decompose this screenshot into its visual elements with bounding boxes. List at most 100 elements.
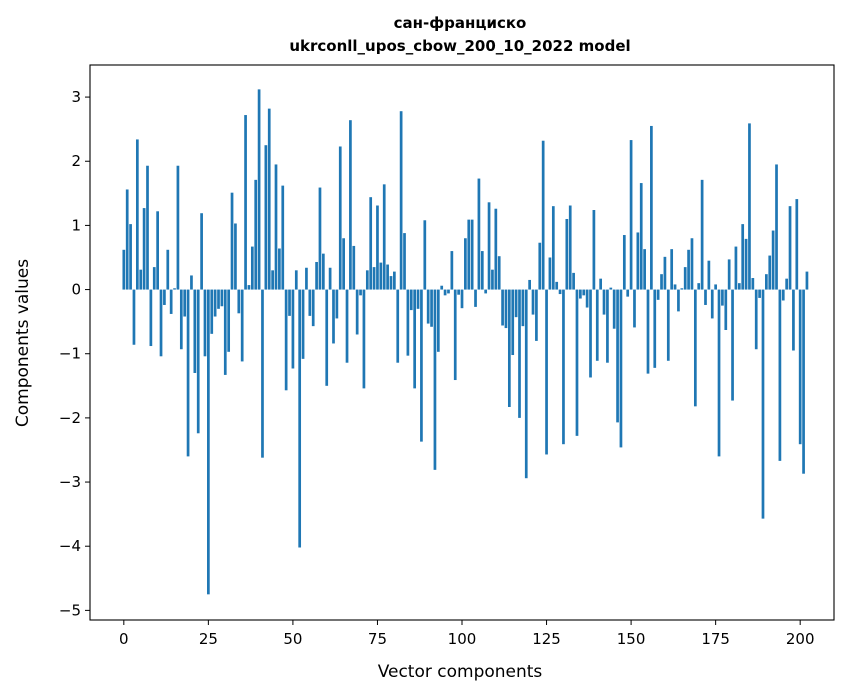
bar — [376, 205, 379, 290]
bar — [352, 245, 356, 290]
bar — [193, 289, 197, 373]
bar — [409, 289, 413, 311]
bar — [758, 289, 761, 298]
bar — [480, 251, 484, 290]
bar — [673, 284, 677, 290]
bar — [751, 278, 755, 290]
bar — [687, 249, 690, 290]
bar — [700, 179, 704, 290]
bar — [775, 164, 778, 290]
bar — [338, 146, 342, 290]
bar — [365, 270, 369, 290]
y-tick-label: 0 — [71, 281, 81, 299]
bar — [196, 289, 200, 434]
bar — [250, 246, 254, 290]
bar — [146, 165, 149, 290]
bar — [399, 111, 403, 290]
y-tick-label: 3 — [71, 88, 81, 106]
bar — [416, 289, 420, 309]
bar — [609, 287, 613, 290]
bar — [768, 255, 772, 290]
bar — [264, 145, 268, 290]
bar — [558, 289, 562, 295]
bar — [693, 289, 697, 407]
bar — [362, 289, 366, 389]
bar — [785, 278, 789, 290]
x-tick-label: 150 — [617, 630, 646, 648]
bar — [538, 242, 542, 290]
bar — [626, 289, 630, 297]
bar — [802, 289, 805, 474]
bar — [714, 284, 717, 290]
bar — [305, 267, 308, 290]
y-tick-label: −4 — [59, 537, 81, 555]
x-axis-label: Vector components — [378, 662, 543, 682]
bar — [159, 289, 163, 357]
bar — [267, 108, 271, 290]
bar — [507, 289, 511, 407]
y-axis-ticks: −5 −4 −3 −2 −1 0 1 2 3 — [59, 88, 90, 619]
y-tick-label: −1 — [59, 345, 81, 363]
x-tick-label: 175 — [701, 630, 730, 648]
bar — [122, 249, 126, 290]
bar — [447, 289, 450, 294]
y-tick-label: 1 — [71, 216, 81, 234]
bar — [629, 140, 633, 290]
bar — [521, 289, 525, 327]
bar — [724, 289, 728, 330]
bar — [359, 289, 362, 296]
bar — [274, 164, 278, 290]
bar — [393, 271, 396, 290]
y-tick-label: −3 — [59, 473, 81, 491]
bar — [420, 289, 423, 442]
bar — [744, 238, 748, 290]
bar — [619, 289, 623, 448]
x-tick-label: 50 — [283, 630, 302, 648]
bar — [683, 267, 687, 290]
bar — [704, 289, 707, 305]
bar — [457, 289, 460, 295]
bar — [650, 125, 653, 290]
bar — [440, 285, 444, 290]
bar — [568, 205, 572, 290]
bar — [761, 289, 765, 519]
bar — [464, 238, 467, 290]
bar — [524, 289, 528, 479]
x-tick-label: 25 — [199, 630, 218, 648]
bar — [125, 189, 129, 290]
bar — [748, 123, 751, 290]
bar — [443, 289, 447, 296]
bar — [575, 289, 579, 436]
bar — [321, 253, 325, 290]
bar — [636, 232, 640, 290]
bar — [595, 289, 599, 361]
chart-title-line-2: ukrconll_upos_cbow_200_10_2022 model — [289, 37, 630, 55]
bar — [541, 140, 545, 290]
bar — [345, 289, 349, 363]
bar — [798, 289, 802, 445]
bar — [710, 289, 714, 319]
bar — [152, 267, 156, 290]
bar — [697, 283, 701, 290]
bar — [220, 289, 224, 307]
bar — [210, 289, 214, 334]
bar — [349, 120, 352, 290]
bar-series — [122, 89, 809, 595]
bar — [497, 256, 501, 290]
x-tick-label: 200 — [786, 630, 815, 648]
bar — [467, 219, 471, 290]
bar — [612, 289, 616, 329]
bar — [545, 289, 548, 455]
bar — [240, 289, 244, 362]
bar — [237, 289, 241, 314]
bar — [721, 289, 724, 306]
bar — [589, 289, 592, 378]
bar — [301, 289, 305, 359]
bar — [179, 289, 183, 350]
bar — [579, 289, 582, 299]
bar — [325, 289, 329, 386]
bar — [792, 289, 795, 351]
bar — [450, 251, 454, 290]
bar — [491, 269, 494, 290]
bar — [781, 289, 785, 301]
